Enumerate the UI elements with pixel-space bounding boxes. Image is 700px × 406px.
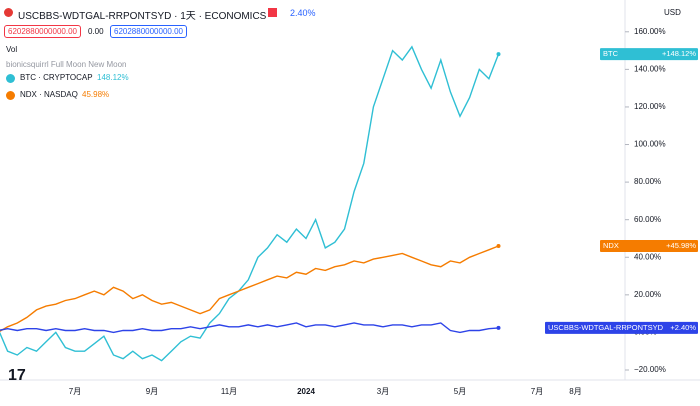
symbol: USCBBS-WDTGAL-RRPONTSYD · 1天 · ECONOMICS (18, 11, 267, 22)
logo: 17 (8, 367, 26, 384)
tag-value: +2.40% (670, 323, 696, 332)
x-tick-label: 11月 (221, 387, 237, 396)
x-tick-label: 5月 (454, 387, 466, 396)
x-tick-label: 7月 (69, 387, 81, 396)
legend-name[interactable]: BTC · CRYPTOCAP (20, 73, 93, 82)
x-tick-label: 2024 (297, 387, 315, 396)
series-line (0, 45, 500, 362)
sell-box[interactable]: 6202880000000.00 (4, 25, 81, 38)
currency: USD (664, 8, 681, 17)
y-tick-label: −20.00% (634, 365, 666, 374)
legend-change: 45.98% (82, 90, 110, 99)
y-tick-label: 20.00% (634, 290, 661, 299)
y-tick-label: 100.00% (634, 140, 666, 149)
y-tick-label: 120.00% (634, 102, 666, 111)
price-tag: BTC +148.12% (600, 48, 698, 61)
y-tick-label: 140.00% (634, 64, 666, 73)
legend-name[interactable]: NDX · NASDAQ (20, 90, 78, 99)
legend-change: 148.12% (97, 73, 129, 82)
price-tag: NDX +45.98% (600, 240, 698, 253)
tag-bg (600, 48, 698, 61)
tag-bg (545, 321, 698, 334)
y-tick-label: 160.00% (634, 27, 666, 36)
symbol-icon (4, 8, 13, 17)
legend-icon (6, 91, 15, 100)
tag-value: +148.12% (662, 49, 696, 58)
series-line (0, 245, 499, 333)
spread: 0.00 (88, 27, 104, 36)
last-point (496, 244, 501, 249)
x-tick-label: 9月 (146, 387, 158, 396)
last-point (496, 325, 501, 330)
y-tick-label: 40.00% (634, 252, 661, 261)
x-tick-label: 7月 (531, 387, 543, 396)
x-tick-label: 3月 (377, 387, 389, 396)
tag-name: USCBBS-WDTGAL-RRPONTSYD (548, 323, 664, 332)
x-tick-label: 8月 (569, 387, 581, 396)
price-tag: USCBBS-WDTGAL-RRPONTSYD +2.40% (545, 321, 698, 334)
buy-box[interactable]: 6202880000000.00 (110, 25, 187, 38)
tag-name: NDX (603, 241, 619, 250)
series-line (0, 322, 499, 334)
last-point (496, 52, 501, 57)
legend-icon (6, 74, 15, 83)
tag-name: BTC (603, 49, 619, 58)
tag-value: +45.98% (666, 241, 696, 250)
change: 2.40% (290, 8, 316, 18)
y-tick-label: 60.00% (634, 215, 661, 224)
y-tick-label: 80.00% (634, 177, 661, 186)
indicator: bionicsquirrl Full Moon New Moon (6, 60, 127, 69)
tag-bg (600, 240, 698, 253)
flag[interactable] (268, 8, 277, 17)
vol-label: Vol (6, 45, 18, 54)
